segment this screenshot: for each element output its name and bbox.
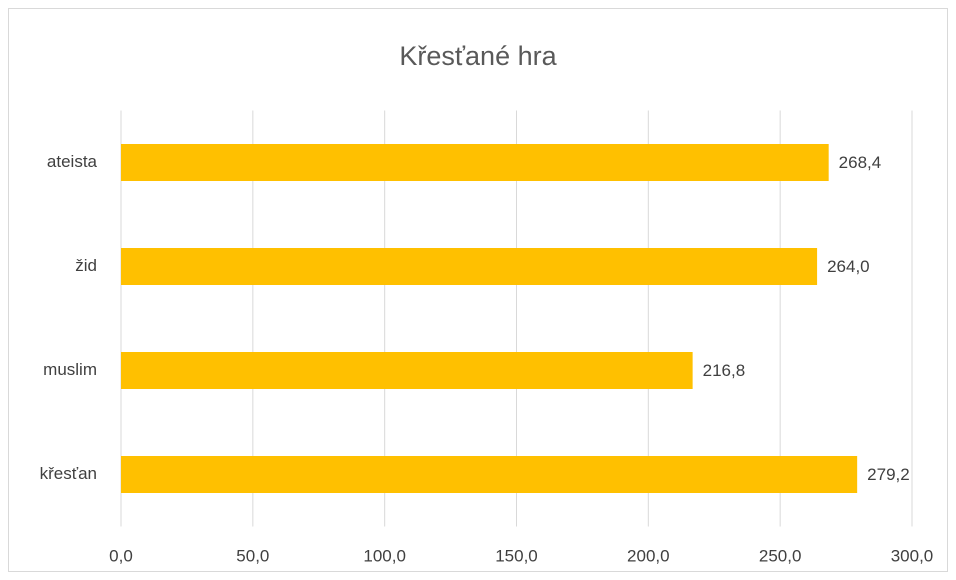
y-tick-label: muslim — [43, 360, 97, 379]
data-label: 279,2 — [867, 465, 910, 484]
x-tick-label: 0,0 — [109, 546, 133, 565]
y-tick-label: křesťan — [40, 464, 97, 483]
bar — [121, 456, 858, 493]
y-tick-label: žid — [75, 256, 97, 275]
x-tick-label: 200,0 — [627, 546, 670, 565]
x-tick-label: 150,0 — [495, 546, 538, 565]
bar — [121, 352, 693, 389]
data-label: 216,8 — [703, 361, 746, 380]
x-tick-label: 250,0 — [759, 546, 802, 565]
bar — [121, 144, 829, 181]
x-tick-label: 300,0 — [891, 546, 934, 565]
x-tick-label: 50,0 — [236, 546, 269, 565]
x-tick-label: 100,0 — [363, 546, 406, 565]
data-label: 268,4 — [839, 153, 882, 172]
bar — [121, 248, 818, 285]
y-tick-label: ateista — [47, 152, 98, 171]
chart-title: Křesťané hra — [399, 41, 557, 71]
data-label: 264,0 — [827, 257, 870, 276]
